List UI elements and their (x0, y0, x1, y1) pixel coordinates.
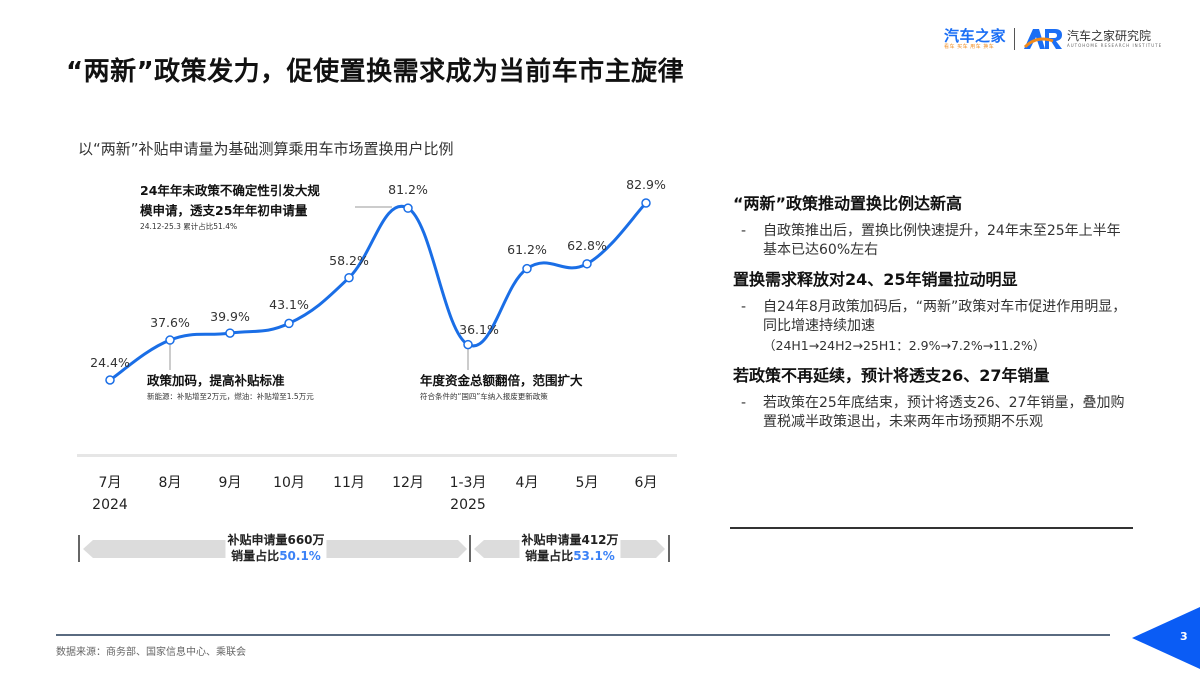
value-label: 58.2% (329, 253, 369, 268)
brand-name: 汽车之家 (944, 26, 1007, 45)
value-label: 37.6% (150, 315, 190, 330)
data-point (403, 203, 413, 213)
annotation-note: 新能源：补贴增至2万元，燃油：补贴增至1.5万元 (147, 392, 314, 401)
x-tick-label: 6月 (634, 475, 658, 491)
page-number: 3 (1180, 630, 1188, 643)
value-label: 61.2% (507, 242, 547, 257)
annotation-title: 年度资金总额翻倍，范围扩大 (420, 373, 583, 388)
autohome-logo: 汽车之家 看车 买车 用车 换车 (944, 28, 1006, 51)
insight-bullet: - 自政策推出后，置换比例快速提升，24年末至25年上半年基本已达60%左右 (741, 223, 1121, 258)
x-tick-label: 10月 (273, 475, 305, 491)
value-label: 24.4% (90, 355, 130, 370)
data-point (284, 318, 294, 329)
annotation-funds-doubled: 年度资金总额翻倍，范围扩大 符合条件的“国四”车纳入报废更新政策 (420, 371, 583, 403)
data-point (463, 339, 473, 350)
insight-heading: 置换需求释放对24、25年销量拉动明显 (733, 270, 1018, 289)
x-tick-label: 11月 (333, 475, 365, 491)
brand-slogan: 看车 买车 用车 换车 (944, 43, 995, 50)
x-tick-label: 8月 (158, 475, 182, 491)
header-logo: 汽车之家 看车 买车 用车 换车 汽车之家研究院 AUTOHOME RESEAR… (944, 24, 1162, 54)
data-point (344, 272, 354, 283)
data-source: 数据来源：商务部、国家信息中心、乘联会 (56, 647, 246, 658)
x-tick-label: 9月 (218, 475, 242, 491)
value-label: 81.2% (388, 182, 428, 197)
value-label: 82.9% (626, 177, 666, 192)
data-point (165, 335, 175, 345)
value-label: 43.1% (269, 297, 309, 312)
panel-divider (730, 527, 1133, 529)
page-number-badge (1132, 607, 1200, 669)
x-tick-label: 5月 (575, 475, 599, 491)
institute-en: AUTOHOME RESEARCH INSTITUTE (1067, 43, 1163, 48)
logo-divider (1014, 28, 1016, 50)
series-points (105, 198, 651, 385)
insight-heading: “两新”政策推动置换比例达新高 (733, 194, 963, 213)
x-tick-label: 12月 (392, 475, 424, 491)
x-axis-line (77, 454, 677, 457)
footer-divider (56, 634, 1110, 636)
institute-name: 汽车之家研究院 AUTOHOME RESEARCH INSTITUTE (1067, 29, 1162, 49)
annotation-note: 24.12-25.3 累计占比51.4% (140, 222, 238, 231)
page-title: “两新”政策发力，促使置换需求成为当前车市主旋律 (66, 57, 685, 87)
x-tick-label: 4月 (515, 475, 539, 491)
insight-bullet: - 若政策在25年底结束，预计将透支26、27年销量，叠加购置税减半政策退出，未… (741, 395, 1125, 430)
bracket-label-2025: 补贴申请量412万 销量占比53.1% (519, 532, 621, 564)
value-label: 36.1% (459, 322, 499, 337)
annotation-title-line2: 模申请，透支25年年初申请量 (140, 203, 308, 218)
annotation-policy-boost: 政策加码，提高补贴标准 新能源：补贴增至2万元，燃油：补贴增至1.5万元 (147, 371, 314, 403)
annotation-note: 符合条件的“国四”车纳入报废更新政策 (420, 392, 548, 401)
ar-logo-icon (1023, 27, 1063, 51)
value-label: 39.9% (210, 309, 250, 324)
data-point (522, 263, 532, 274)
insight-section: 若政策不再延续，预计将透支26、27年销量 - 若政策在25年底结束，预计将透支… (733, 364, 1133, 432)
data-point (582, 259, 592, 269)
data-point (225, 328, 235, 338)
chart-title: 以“两新”补贴申请量为基础测算乘用车市场置换用户比例 (78, 140, 454, 158)
bracket-label-2024: 补贴申请量660万 销量占比50.1% (225, 532, 327, 564)
annotation-title: 政策加码，提高补贴标准 (147, 373, 285, 388)
insights-panel: “两新”政策推动置换比例达新高 - 自政策推出后，置换比例快速提升，24年末至2… (733, 192, 1133, 440)
annotation-dec-surge: 24年年末政策不确定性引发大规 模申请，透支25年年初申请量 24.12-25.… (140, 181, 320, 233)
institute-cn: 汽车之家研究院 (1067, 29, 1152, 43)
data-point (641, 198, 651, 208)
x-tick-label: 7月 2024 (92, 475, 128, 513)
insight-heading: 若政策不再延续，预计将透支26、27年销量 (733, 366, 1050, 385)
insight-bullet: - 自24年8月政策加码后，“两新”政策对车市促进作用明显，同比增速持续加速 （2… (741, 299, 1127, 353)
value-label: 62.8% (567, 238, 607, 253)
insight-section: “两新”政策推动置换比例达新高 - 自政策推出后，置换比例快速提升，24年末至2… (733, 192, 1133, 260)
x-tick-label: 1-3月 2025 (449, 475, 487, 513)
data-point (105, 375, 115, 385)
annotation-title-line1: 24年年末政策不确定性引发大规 (140, 183, 320, 198)
insight-section: 置换需求释放对24、25年销量拉动明显 - 自24年8月政策加码后，“两新”政策… (733, 268, 1133, 356)
